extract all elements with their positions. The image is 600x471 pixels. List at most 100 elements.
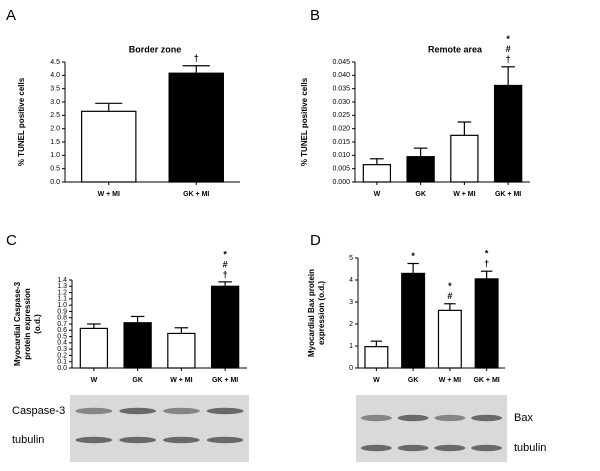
y-tick-label: 0 — [349, 365, 353, 372]
x-tick-label: W + MI — [439, 377, 461, 384]
y-tick-label: 0.040 — [332, 72, 350, 79]
x-tick-label: GK + MI — [183, 191, 209, 198]
blot-image — [356, 395, 507, 462]
y-tick-label: 3.5 — [50, 86, 60, 93]
y-tick-label: 4.5 — [50, 59, 60, 66]
blot-band — [75, 407, 113, 415]
y-tick-label: 0.5 — [57, 333, 67, 340]
x-tick-label: W + MI — [453, 191, 475, 198]
y-axis-label: Myocardial Caspase-3 — [13, 281, 22, 366]
x-tick-label: GK — [408, 377, 419, 384]
y-tick-label: 1.4 — [57, 277, 67, 284]
bar — [474, 278, 499, 369]
significance-marker: * — [223, 249, 227, 259]
y-tick-label: 0.000 — [332, 179, 350, 186]
blot-band — [206, 436, 244, 444]
y-tick-label: 0.6 — [57, 327, 67, 334]
y-tick-label: 1.2 — [57, 289, 67, 296]
y-tick-label: 0.035 — [332, 86, 350, 93]
blot-band — [163, 436, 200, 444]
blot-band — [360, 414, 392, 422]
y-tick-label: 0.010 — [332, 152, 350, 159]
x-tick-label: W — [374, 191, 381, 198]
y-tick-label: 1.3 — [57, 283, 67, 290]
blot-label: Caspase-3 — [12, 405, 65, 417]
y-tick-label: 1.1 — [57, 296, 67, 303]
y-tick-label: 0.030 — [332, 99, 350, 106]
blot-label: tubulin — [514, 442, 546, 454]
blot-band — [163, 407, 200, 415]
x-tick-label: GK — [415, 191, 426, 198]
y-tick-label: 0.005 — [332, 166, 350, 173]
blot-image — [70, 395, 249, 462]
y-tick-label: 0.7 — [57, 321, 67, 328]
y-tick-label: 0.8 — [57, 315, 67, 322]
bar — [79, 327, 109, 369]
chart-title: Border zone — [129, 44, 182, 54]
bar — [406, 156, 435, 183]
y-tick-label: 0.5 — [50, 166, 60, 173]
y-tick-label: 4 — [349, 277, 353, 284]
y-tick-label: 3 — [349, 299, 353, 306]
chart-title: Remote area — [428, 44, 483, 54]
significance-marker: † — [194, 53, 199, 63]
y-axis-label: Myocardial Bax protein — [307, 269, 316, 357]
y-tick-label: 0.4 — [57, 340, 67, 347]
y-tick-label: 1 — [349, 343, 353, 350]
significance-marker: * — [506, 34, 510, 44]
blot-band — [434, 414, 466, 422]
significance-marker: # — [506, 44, 511, 54]
blot-band — [119, 436, 156, 444]
significance-marker: # — [223, 259, 228, 269]
y-tick-label: 0.2 — [57, 352, 67, 359]
significance-marker: # — [447, 291, 452, 301]
significance-marker: * — [411, 251, 415, 261]
bar — [167, 332, 196, 369]
y-axis-label: % TUNEL positive cells — [17, 77, 26, 166]
blot-band — [471, 414, 503, 422]
bar — [168, 72, 224, 183]
blot-band — [119, 407, 156, 415]
bar — [123, 322, 152, 369]
y-tick-label: 0.0 — [57, 365, 67, 372]
y-tick-label: 0.3 — [57, 346, 67, 353]
y-axis-label: expression (o.d.) — [317, 281, 326, 345]
y-tick-label: 2 — [349, 321, 353, 328]
x-tick-label: W + MI — [170, 377, 192, 384]
y-tick-label: 5 — [349, 255, 353, 262]
y-tick-label: 0.1 — [57, 359, 67, 366]
blot-band — [75, 436, 113, 444]
bar — [364, 346, 389, 369]
significance-marker: † — [484, 259, 489, 269]
x-tick-label: W — [91, 377, 98, 384]
bar — [493, 84, 523, 183]
y-tick-label: 0.025 — [332, 112, 350, 119]
y-tick-label: 1.5 — [50, 139, 60, 146]
blot-label: Bax — [514, 412, 533, 424]
significance-marker: * — [448, 281, 452, 291]
panel-letter: A — [6, 7, 16, 24]
y-axis-label: % TUNEL positive cells — [300, 77, 309, 166]
significance-marker: † — [506, 54, 511, 64]
y-tick-label: 1.0 — [50, 152, 60, 159]
panel-letter: C — [6, 232, 17, 249]
y-tick-label: 0.020 — [332, 126, 350, 133]
y-tick-label: 1.0 — [57, 302, 67, 309]
x-tick-label: GK + MI — [473, 377, 499, 384]
significance-marker: † — [223, 269, 228, 279]
blot-band — [434, 444, 466, 452]
bar — [437, 309, 462, 369]
blot-band — [206, 407, 244, 415]
y-tick-label: 0.9 — [57, 308, 67, 315]
x-tick-label: GK — [132, 377, 143, 384]
blot-label: tubulin — [12, 434, 44, 446]
blot-band — [397, 444, 429, 452]
x-tick-label: GK + MI — [495, 191, 521, 198]
y-axis-label: protein expression — [23, 288, 32, 360]
bar — [210, 285, 240, 369]
y-tick-label: 2.0 — [50, 126, 60, 133]
y-tick-label: 2.5 — [50, 112, 60, 119]
blot-band — [360, 444, 392, 452]
bar — [401, 272, 426, 369]
